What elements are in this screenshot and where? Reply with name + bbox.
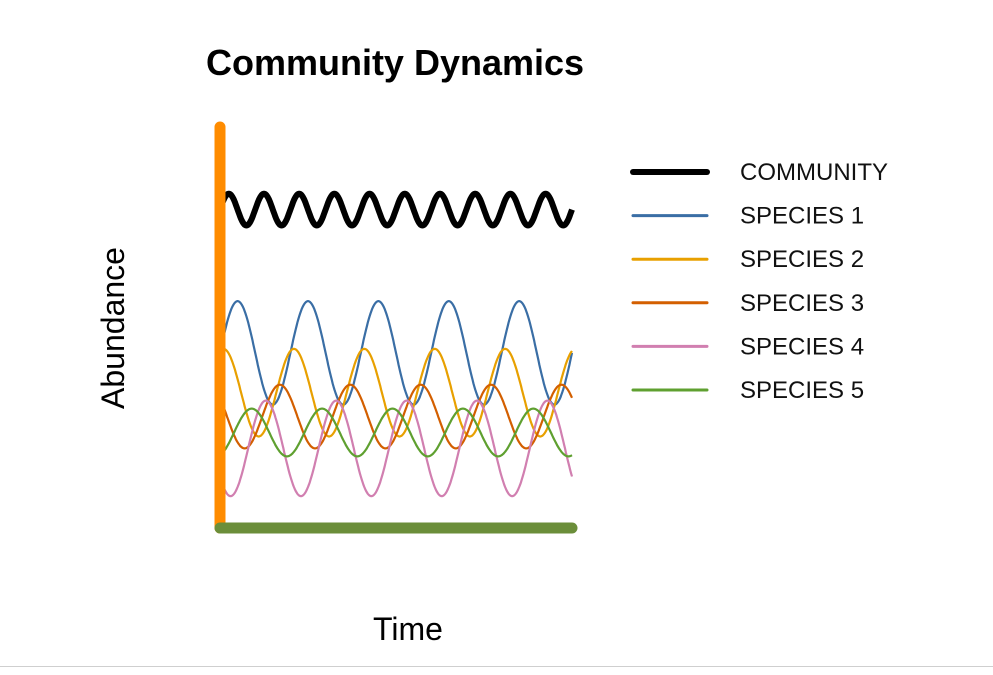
series-line-species-3 [218, 383, 573, 450]
legend-label-community: COMMUNITY [740, 159, 888, 186]
legend-label-species-1: SPECIES 1 [740, 203, 864, 230]
legend-label-species-2: SPECIES 2 [740, 246, 864, 273]
series-line-species-5 [219, 407, 573, 458]
series-line-community [217, 190, 575, 229]
series-line-species-1 [218, 300, 574, 406]
series-layer [217, 190, 575, 498]
y-axis-label: Abundance [95, 247, 131, 409]
legend-label-species-5: SPECIES 5 [740, 377, 864, 404]
legend-label-species-4: SPECIES 4 [740, 333, 864, 360]
chart-title: Community Dynamics [206, 42, 584, 83]
x-axis-label: Time [373, 611, 443, 647]
legend-label-species-3: SPECIES 3 [740, 290, 864, 317]
legend: COMMUNITY SPECIES 1 SPECIES 2 SPECIES 3 SPEC… [630, 159, 888, 404]
bottom-divider [0, 666, 993, 667]
series-line-species-4 [218, 399, 574, 498]
